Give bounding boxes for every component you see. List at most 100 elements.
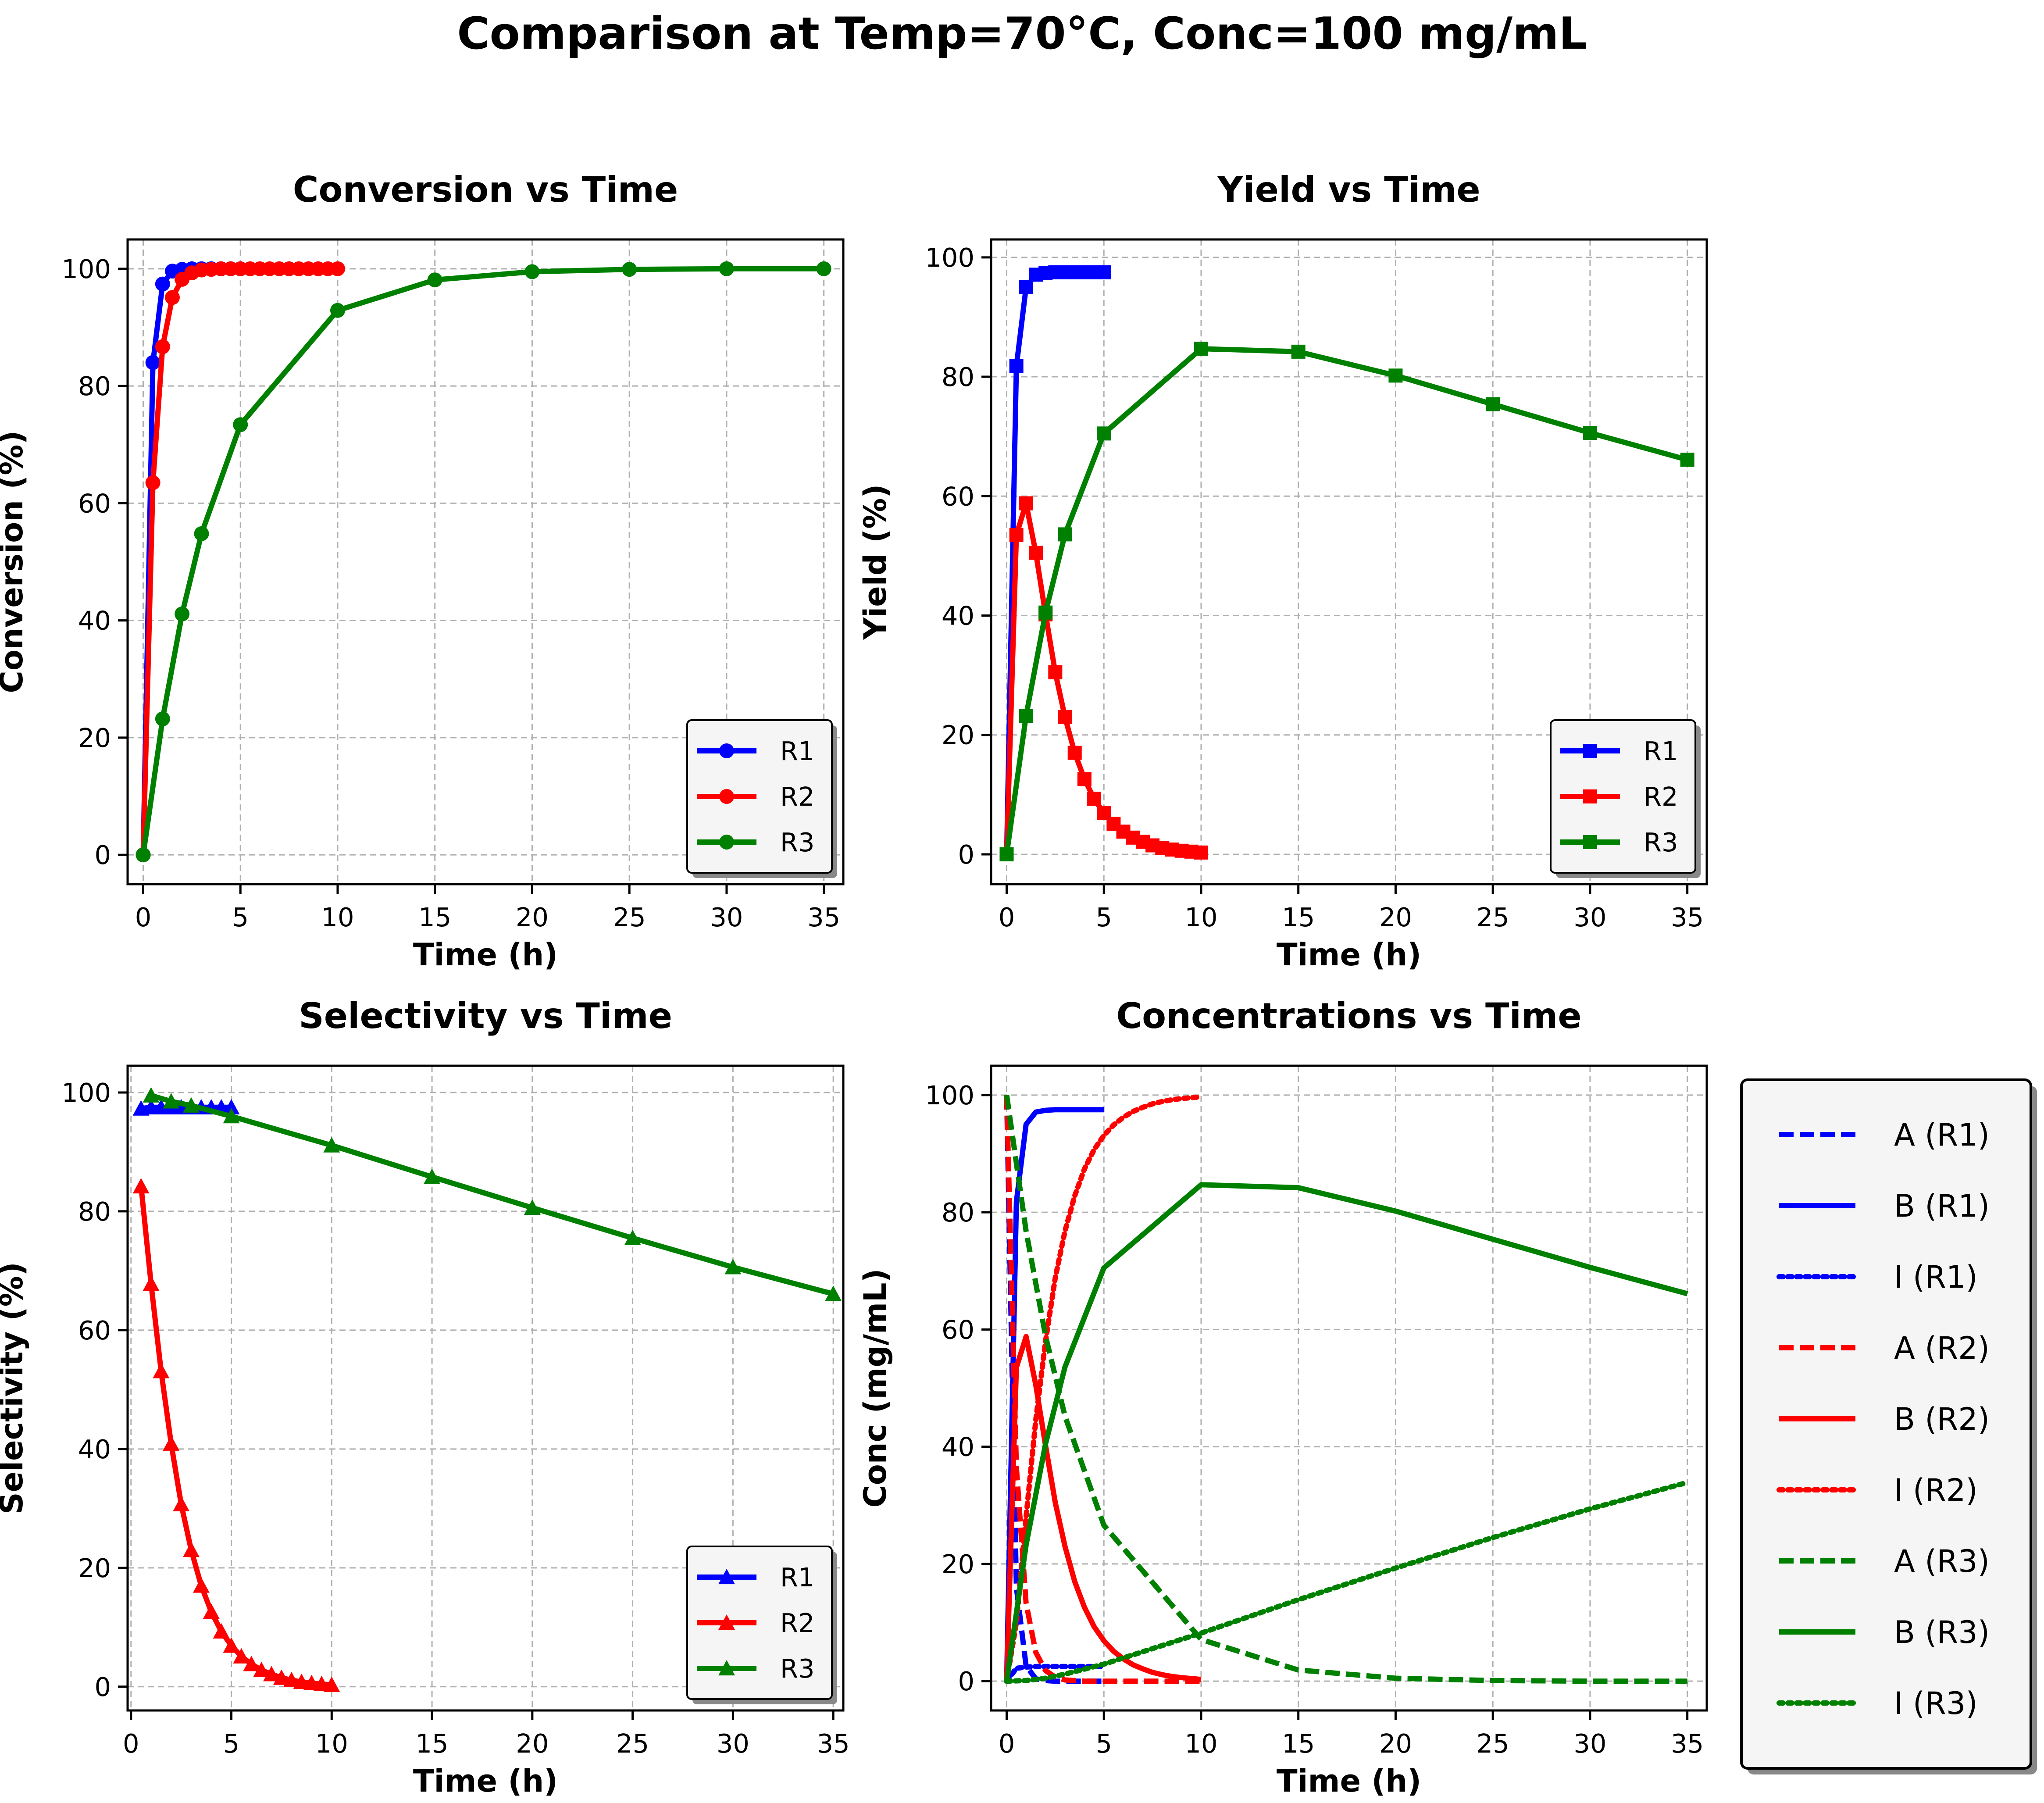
- data-point: [183, 1097, 200, 1113]
- data-point: [1194, 845, 1208, 860]
- legend-label: A (R1): [1894, 1117, 1990, 1153]
- data-point: [165, 290, 180, 305]
- legend-marker: [1583, 835, 1597, 849]
- y-tick-label: 20: [78, 723, 111, 753]
- x-tick-label: 15: [416, 1728, 449, 1759]
- y-tick-label: 100: [925, 1080, 974, 1110]
- chart-panel-1: 0 5 10 15 20 25 30 35 0 20 40 60 80 100 Conversion vs …: [0, 169, 845, 973]
- y-axis-label: Yield (%): [857, 484, 893, 640]
- y-tick-label: 20: [942, 720, 974, 750]
- series-line-b-r2-: [1004, 1334, 1202, 1682]
- data-point: [243, 1656, 260, 1671]
- y-tick-label: 20: [942, 1549, 974, 1579]
- data-point: [163, 1435, 180, 1451]
- x-axis-label: Time (h): [1277, 937, 1421, 973]
- series-line-i-r2-: [1004, 1094, 1204, 1684]
- figure-title: Comparison at Temp=70°C, Conc=100 mg/mL: [457, 7, 1587, 59]
- legend: A (R1) B (R1) I (R1) A (R2) B (R2) I (R2) A (R…: [1740, 1078, 2037, 1774]
- data-point: [1058, 710, 1072, 724]
- data-point: [153, 1363, 170, 1378]
- data-point: [145, 355, 161, 370]
- x-tick-label: 5: [1095, 902, 1112, 932]
- legend-box: [686, 719, 833, 874]
- data-point: [1680, 453, 1694, 467]
- data-point: [1097, 265, 1111, 279]
- legend-label: B (R3): [1894, 1614, 1990, 1650]
- series-line-b-r1-: [1004, 1107, 1104, 1682]
- x-tick-label: 15: [418, 902, 451, 932]
- series-group: [136, 261, 831, 863]
- data-point: [1097, 426, 1111, 441]
- data-point: [303, 1674, 320, 1690]
- chart-title: Concentrations vs Time: [1116, 996, 1581, 1036]
- x-tick-label: 5: [1095, 1728, 1112, 1759]
- y-tick-label: 40: [78, 1434, 111, 1464]
- x-tick-label: 25: [1477, 902, 1509, 932]
- data-point: [624, 1229, 641, 1246]
- x-axis-label: Time (h): [413, 937, 558, 973]
- data-point: [1058, 527, 1072, 542]
- data-point: [1009, 528, 1024, 542]
- legend-marker: [719, 743, 734, 758]
- data-point: [143, 1087, 160, 1103]
- data-point: [175, 606, 190, 621]
- x-tick-label: 5: [223, 1728, 240, 1759]
- data-point: [1583, 426, 1597, 440]
- chart-panel-3: 0 5 10 15 20 25 30 35 0 20 40 60 80 100 Selectivity vs…: [0, 996, 850, 1799]
- legend-label: R3: [780, 1653, 815, 1684]
- legend-box: [686, 1546, 833, 1700]
- data-point: [155, 711, 170, 727]
- data-point: [313, 1675, 330, 1691]
- data-point: [283, 1671, 300, 1688]
- x-tick-label: 30: [1573, 1728, 1606, 1759]
- y-tick-label: 0: [94, 840, 111, 870]
- data-point: [1087, 792, 1102, 806]
- data-point: [173, 1496, 190, 1512]
- y-tick-label: 60: [78, 1315, 111, 1346]
- x-tick-label: 0: [999, 902, 1015, 932]
- data-point: [1029, 546, 1043, 560]
- x-axis-label: Time (h): [1277, 1763, 1421, 1799]
- x-tick-label: 5: [232, 902, 249, 932]
- x-tick-label: 20: [516, 1728, 549, 1759]
- chart-title: Conversion vs Time: [293, 169, 678, 210]
- data-point: [1038, 605, 1053, 620]
- y-tick-label: 80: [78, 371, 111, 401]
- x-tick-label: 25: [613, 902, 646, 932]
- data-point: [213, 1623, 230, 1639]
- x-tick-label: 0: [135, 902, 152, 932]
- legend-label: B (R2): [1894, 1401, 1990, 1437]
- y-axis-label: Selectivity (%): [0, 1262, 30, 1514]
- legend-marker: [1583, 744, 1597, 758]
- series-line-a-r2-: [1004, 1095, 1201, 1684]
- data-point: [155, 276, 170, 292]
- legend: R1 R2 R3: [686, 1546, 837, 1704]
- data-point: [1067, 746, 1082, 760]
- data-point: [323, 1137, 340, 1153]
- chart-title: Selectivity vs Time: [299, 996, 672, 1036]
- x-tick-label: 35: [807, 902, 840, 932]
- legend-label: I (R1): [1894, 1259, 1978, 1295]
- legend-marker: [1583, 789, 1597, 803]
- data-point: [330, 303, 345, 318]
- legend-label: R3: [1644, 827, 1678, 857]
- legend-label: A (R2): [1894, 1330, 1990, 1366]
- series-line-i-r3-: [1004, 1480, 1690, 1684]
- y-tick-label: 80: [942, 362, 974, 392]
- y-tick-label: 100: [61, 1078, 111, 1108]
- y-tick-label: 0: [94, 1672, 111, 1702]
- x-tick-label: 25: [1477, 1728, 1509, 1759]
- legend-label: B (R1): [1894, 1188, 1990, 1224]
- data-point: [293, 1673, 310, 1689]
- data-point: [194, 526, 209, 541]
- series-group: [999, 265, 1694, 861]
- axes-frame: [126, 238, 845, 885]
- data-point: [1009, 359, 1024, 373]
- data-point: [143, 1275, 160, 1291]
- legend: R1 R2 R3: [1550, 719, 1701, 878]
- series-line-r3: [150, 1093, 834, 1297]
- x-tick-label: 20: [516, 902, 549, 932]
- data-point: [719, 261, 734, 276]
- x-tick-label: 0: [123, 1728, 139, 1759]
- chart-panel-4: 0 5 10 15 20 25 30 35 0 20 40 60 80 100 Concentrations…: [857, 996, 2037, 1799]
